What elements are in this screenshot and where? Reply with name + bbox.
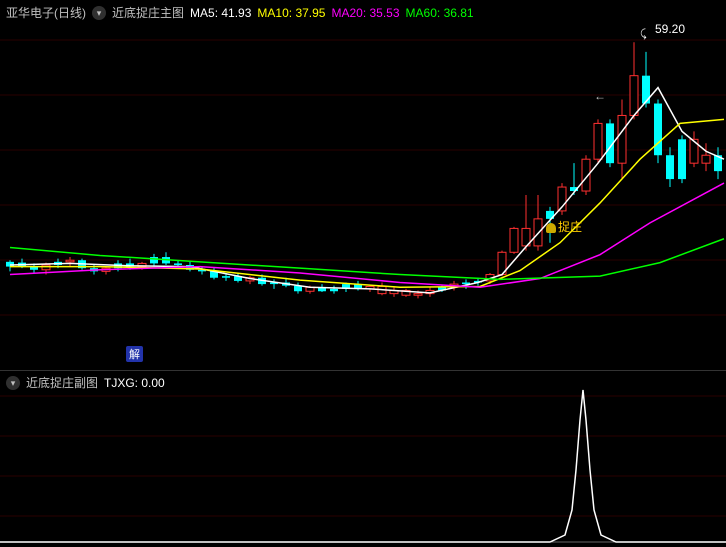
sub-chart[interactable] xyxy=(0,370,726,547)
gold-badge-text: 捉庄 xyxy=(558,220,582,234)
main-chart[interactable] xyxy=(0,0,726,370)
gold-badge: 捉庄 xyxy=(546,218,582,235)
chart-container: 亚华电子(日线) ▾ 近底捉庄主图 MA5: 41.93 MA10: 37.95… xyxy=(0,0,726,547)
moneybag-icon xyxy=(546,223,556,233)
signal-arrow-icon: ← xyxy=(594,89,606,103)
price-callout: 59.20 xyxy=(655,22,685,36)
blue-badge: 解 xyxy=(126,346,143,362)
price-pointer-icon: ⤹ xyxy=(640,28,647,41)
